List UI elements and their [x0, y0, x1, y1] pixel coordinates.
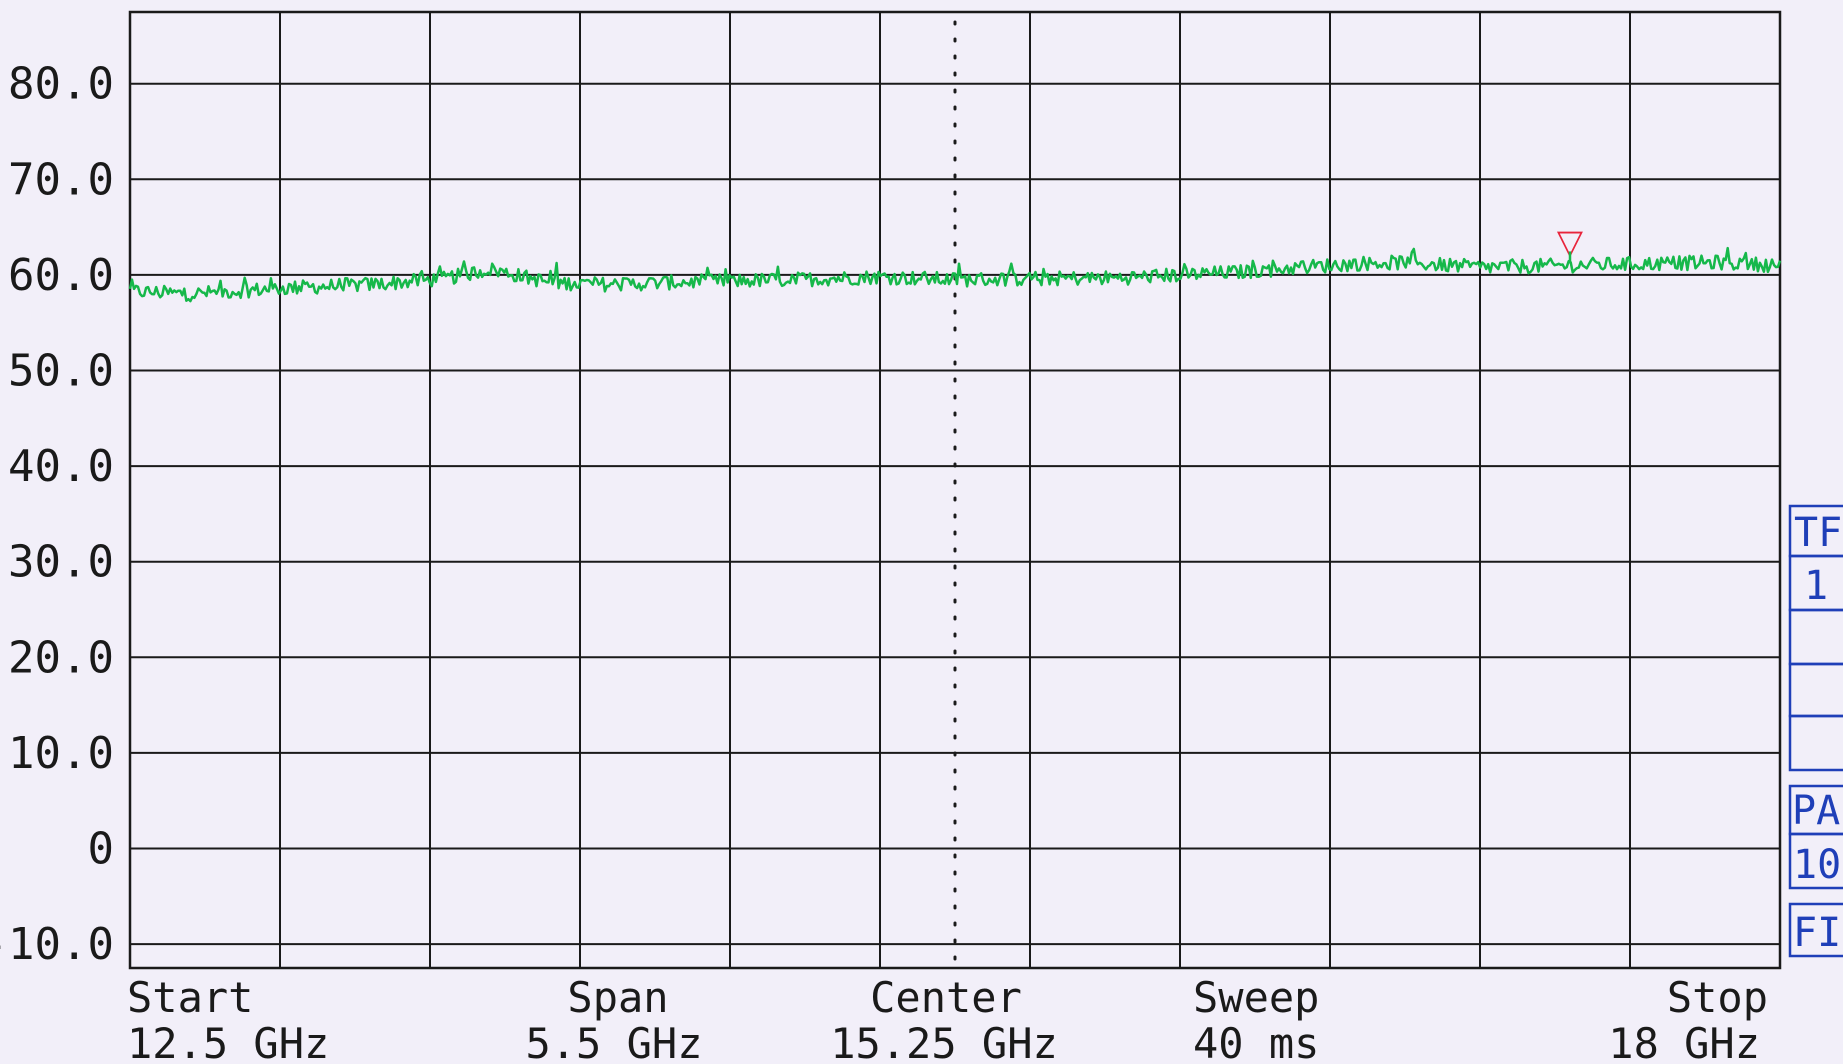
y-tick-label: 20.0 [8, 632, 114, 683]
start-value: 12.5 GHz [127, 1019, 329, 1064]
plot-frame [128, 10, 1782, 970]
grid-lines [130, 12, 1780, 968]
center-label: Center [870, 973, 1022, 1022]
y-tick-label: 60.0 [8, 250, 114, 301]
side-box-empty-a [1788, 608, 1843, 666]
side-box-fi [1788, 902, 1843, 958]
stop-label: Stop [1667, 973, 1768, 1022]
start-label: Start [127, 973, 253, 1022]
spectrum-trace [128, 246, 1782, 303]
y-tick-labels: 80.0 70.0 60.0 50.0 40.0 30.0 20.0 10.0 0 -10.0 [0, 59, 114, 970]
y-tick-label: 10.0 [8, 728, 114, 779]
span-label: Span [567, 973, 668, 1022]
side-tf-value: 1 [1804, 563, 1828, 609]
sweep-value: 40 ms [1193, 1019, 1319, 1064]
y-tick-label: 80.0 [8, 59, 114, 110]
y-tick-label: 30.0 [8, 537, 114, 588]
sweep-label: Sweep [1193, 973, 1319, 1022]
span-value: 5.5 GHz [525, 1019, 702, 1064]
side-panel: TF 1 PA 10 FI [1788, 504, 1843, 958]
side-box-empty-c [1788, 714, 1843, 772]
side-box-10 [1788, 832, 1843, 890]
y-tick-label: 70.0 [8, 154, 114, 205]
side-box-empty-b [1788, 662, 1843, 718]
side-tf-label: TF [1794, 510, 1842, 556]
stop-value: 18 GHz [1608, 1019, 1760, 1064]
side-fi-label: FI [1793, 910, 1841, 956]
y-tick-label: 0 [88, 824, 115, 875]
y-tick-label: 50.0 [8, 346, 114, 397]
center-value: 15.25 GHz [830, 1019, 1058, 1064]
side-pa-label: PA [1792, 788, 1840, 834]
y-tick-label: -10.0 [0, 919, 114, 970]
side-pa-value: 10 [1793, 842, 1841, 888]
y-tick-label: 40.0 [8, 441, 114, 492]
